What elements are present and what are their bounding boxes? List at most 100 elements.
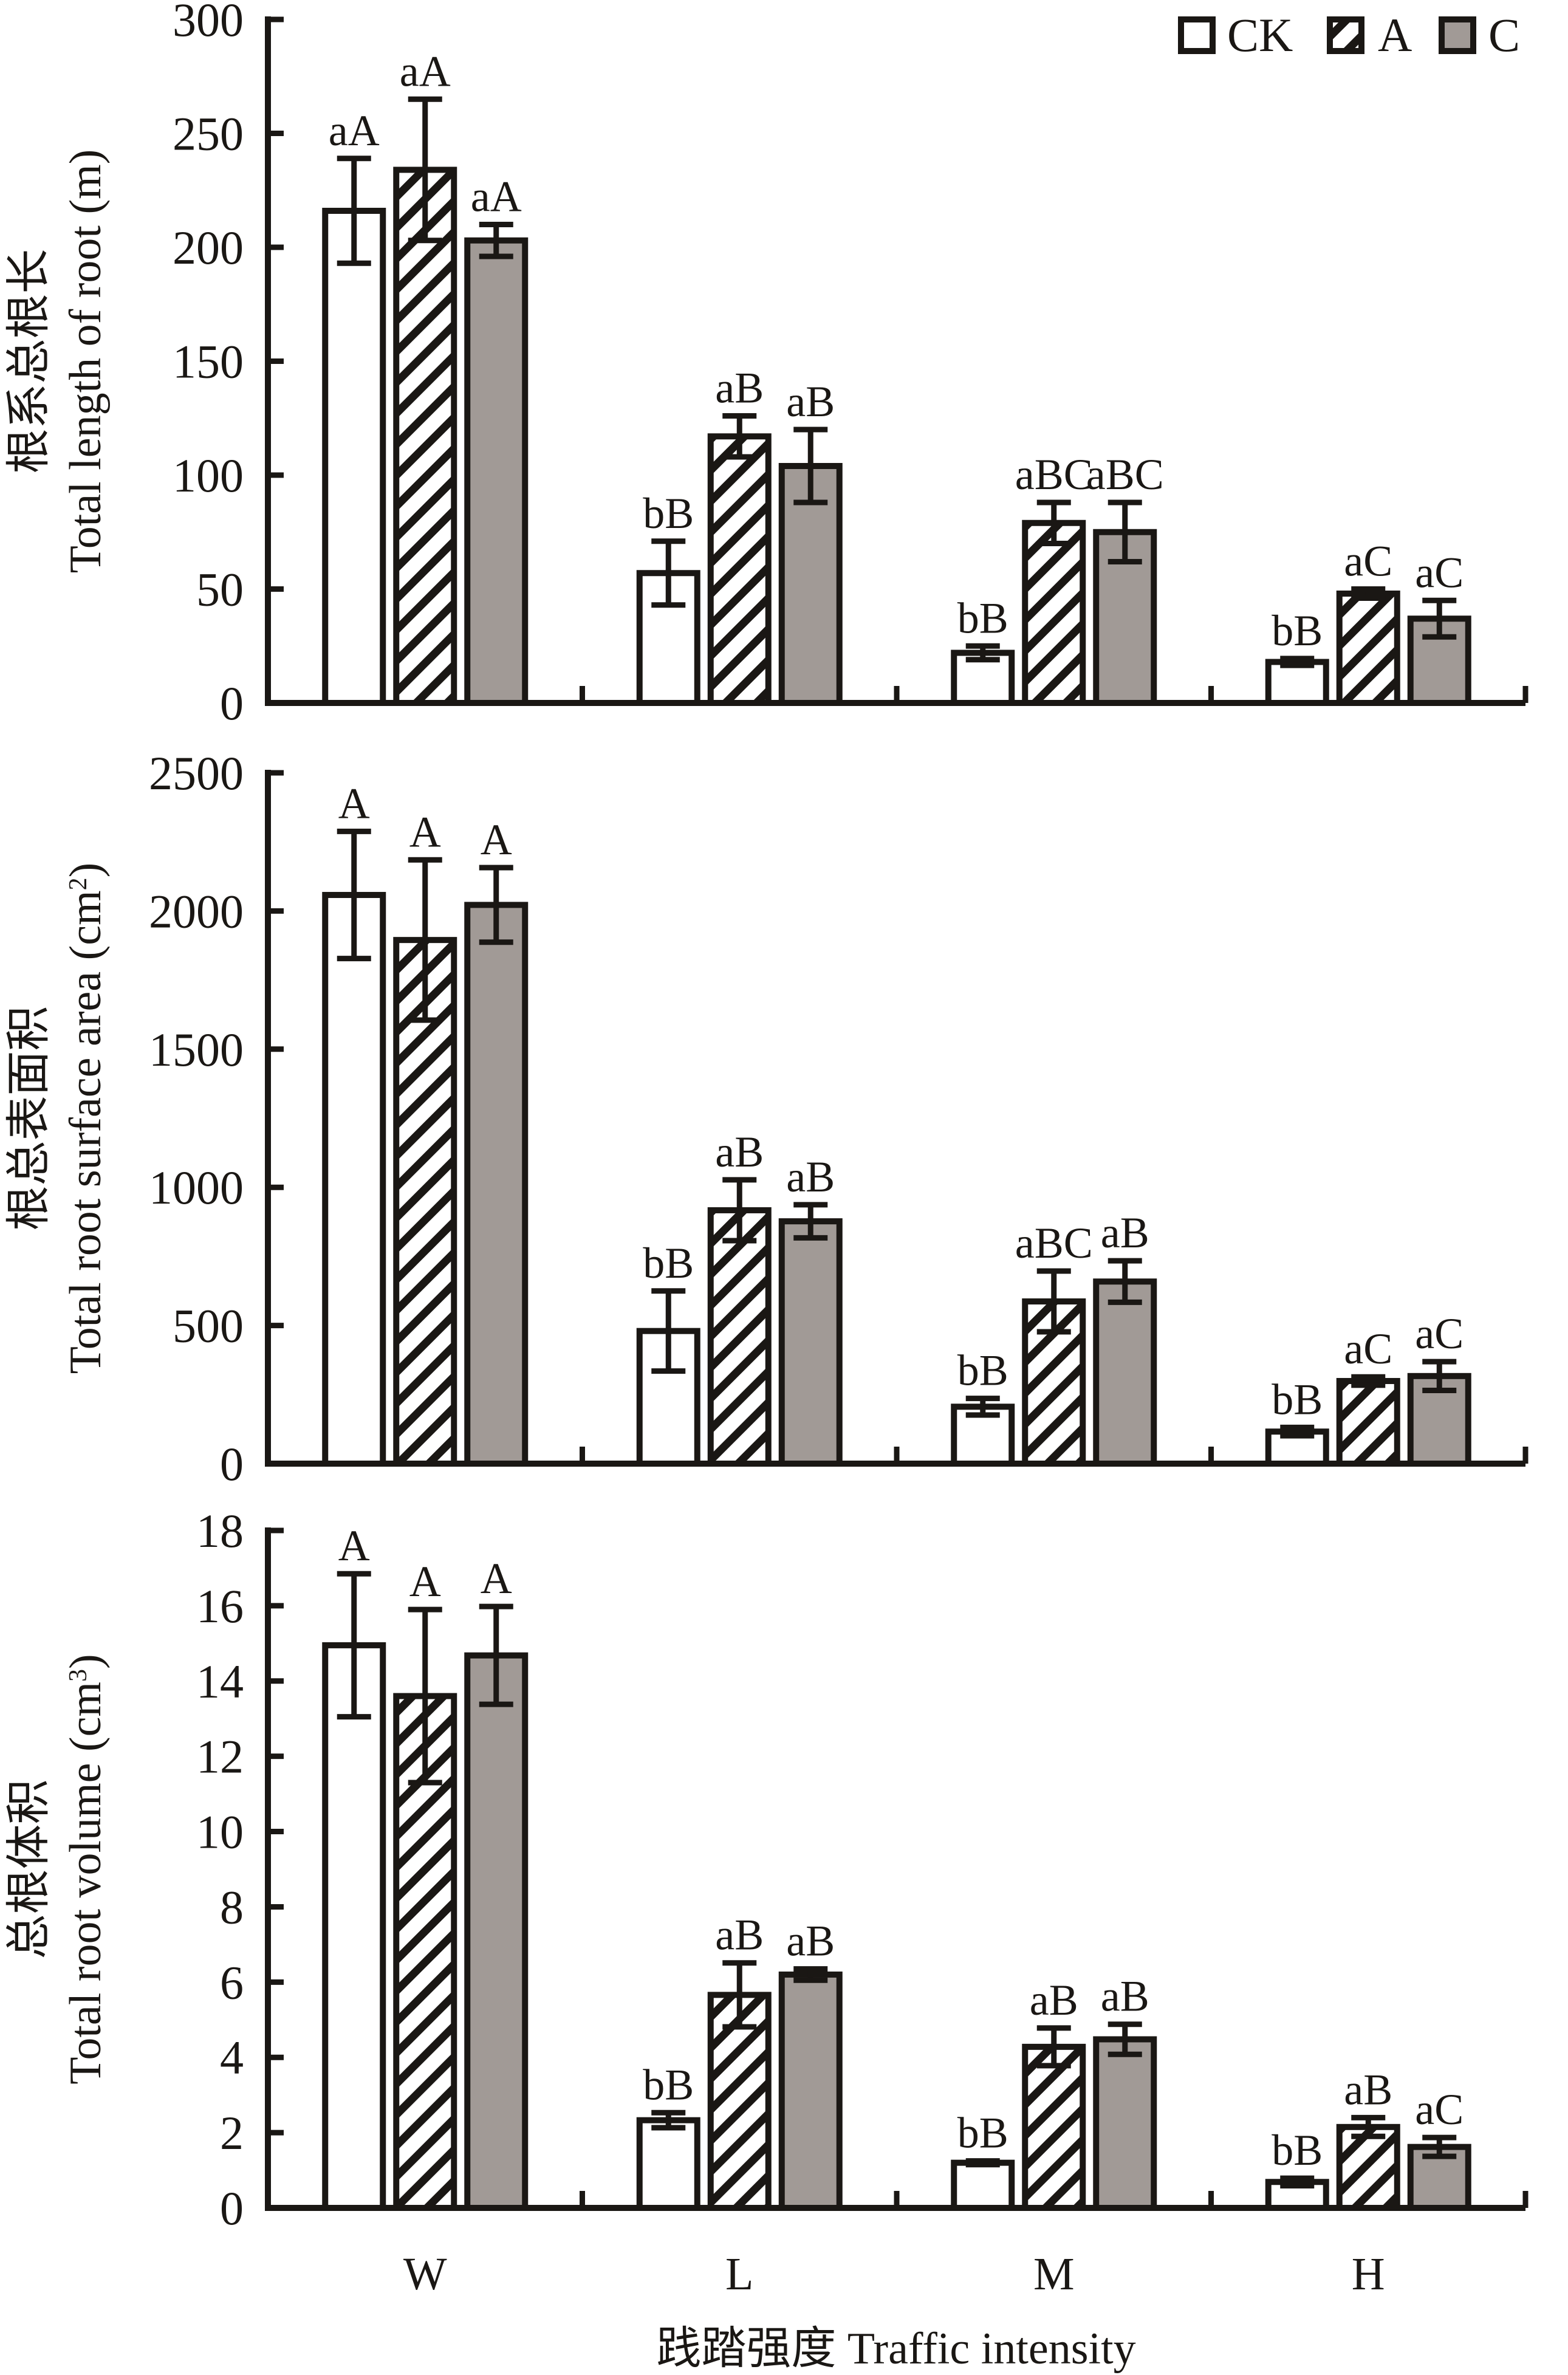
panel-volume: AbB bB bB AaB aB aB AaB aB aC 0 2 4 6 8 10 12 14 16 18 总根体积… — [4, 1504, 1529, 2235]
y-axis-title-close-paren: ) — [61, 1654, 111, 1669]
significance-label: A — [481, 815, 512, 864]
bar-a-H — [1336, 2123, 1400, 2211]
bar-a-M — [1022, 2043, 1086, 2211]
y-tick-label: 1500 — [149, 1023, 244, 1076]
significance-label: aC — [1415, 548, 1464, 597]
bar-ck-M — [951, 2159, 1015, 2212]
significance-label: bB — [1272, 1375, 1323, 1424]
significance-label: aBC — [1086, 450, 1164, 499]
significance-label: A — [409, 1557, 441, 1606]
y-tick-label: 250 — [173, 108, 244, 160]
bar-ck-L — [636, 2117, 700, 2211]
legend-swatch-a — [1327, 16, 1364, 54]
x-category-label: W — [403, 2249, 447, 2300]
significance-label: A — [409, 807, 441, 856]
y-axis-title-close-paren: ) — [61, 863, 111, 878]
bar-a-H — [1336, 591, 1400, 706]
significance-label: A — [338, 1521, 370, 1570]
significance-label: aB — [1030, 1976, 1078, 2024]
y-axis-title-en: Total root volume (cm3) — [61, 1654, 111, 2084]
significance-label: bB — [1272, 2126, 1323, 2175]
y-tick-label: 300 — [173, 0, 244, 46]
significance-label: aB — [786, 377, 835, 426]
y-tick-label: 4 — [220, 2031, 244, 2084]
y-axis-title-superscript: 3 — [64, 1669, 92, 1682]
x-axis-title: 践踏强度 Traffic intensity — [656, 2324, 1135, 2374]
legend-label-a: A — [1378, 9, 1412, 61]
bar-c-L — [778, 1218, 843, 1467]
bar-a-H — [1336, 1378, 1400, 1467]
y-tick-label: 0 — [220, 677, 244, 730]
bar-a-L — [707, 1207, 772, 1467]
y-tick-label: 14 — [196, 1655, 244, 1708]
y-axis-title-superscript: 2 — [64, 877, 92, 890]
y-tick-label: 6 — [220, 1956, 244, 2009]
bar-a-L — [707, 433, 772, 706]
y-tick-label: 0 — [220, 2182, 244, 2235]
bar-ck-W — [322, 1642, 386, 2212]
bar-c-L — [778, 1971, 843, 2211]
bar-ck-W — [322, 208, 386, 706]
significance-label: aB — [715, 1128, 764, 1176]
bar-a-W — [393, 166, 457, 706]
y-axis-title-en: Total root surface area (cm2) — [61, 863, 111, 1374]
significance-label: bB — [643, 489, 694, 538]
y-tick-label: 2000 — [149, 885, 244, 937]
significance-label: A — [338, 779, 370, 828]
significance-label: aB — [1101, 1208, 1149, 1257]
y-tick-label: 16 — [196, 1580, 244, 1633]
bar-c-W — [464, 1652, 529, 2211]
significance-label: aB — [1101, 1972, 1149, 2021]
y-tick-label: 18 — [196, 1504, 244, 1557]
significance-label: aC — [1344, 537, 1392, 586]
legend-swatch-c — [1439, 16, 1476, 54]
significance-label: A — [481, 1554, 512, 1603]
y-tick-label: 0 — [220, 1438, 244, 1490]
significance-label: bB — [1272, 606, 1323, 655]
legend-label-c: C — [1488, 9, 1520, 61]
bar-c-W — [464, 902, 529, 1467]
y-tick-label: 10 — [196, 1806, 244, 1859]
legend-swatch-ck — [1178, 16, 1216, 54]
significance-label: aB — [1344, 2065, 1392, 2114]
significance-label: aB — [786, 1917, 835, 1965]
y-tick-label: 50 — [196, 563, 244, 616]
significance-label: aC — [1415, 2085, 1464, 2134]
bar-a-M — [1022, 519, 1086, 706]
y-tick-label: 2 — [220, 2106, 244, 2159]
significance-label: bB — [643, 1239, 694, 1287]
bar-c-W — [464, 237, 529, 706]
y-tick-label: 150 — [173, 335, 244, 388]
significance-label: bB — [957, 594, 1008, 642]
significance-label: aA — [471, 173, 522, 221]
y-axis-title-cn: 根系总根长 — [4, 249, 54, 474]
bar-c-M — [1093, 1278, 1157, 1467]
significance-label: aBC — [1015, 450, 1093, 499]
y-axis-title-cn: 根总表面积 — [4, 1006, 54, 1231]
x-category-label: H — [1352, 2249, 1385, 2300]
significance-label: aBC — [1015, 1219, 1093, 1267]
bar-ck-H — [1265, 1428, 1329, 1467]
bar-c-L — [778, 463, 843, 706]
legend-label-ck: CK — [1227, 9, 1293, 61]
x-category-label: M — [1033, 2249, 1075, 2300]
x-category-label: L — [725, 2249, 753, 2300]
y-axis-title-en: Total length of root (m) — [61, 149, 111, 574]
bar-c-M — [1093, 2036, 1157, 2211]
significance-label: aB — [715, 1911, 764, 1959]
significance-label: aC — [1344, 1325, 1392, 1373]
y-tick-label: 500 — [173, 1300, 244, 1352]
significance-label: bB — [957, 1346, 1008, 1395]
significance-label: aA — [329, 106, 380, 155]
panel-surface: AbBbBbBAaBaBCaCAaBaBaC050010001500200025… — [4, 747, 1529, 1490]
y-tick-label: 1000 — [149, 1161, 244, 1214]
significance-label: aC — [1415, 1309, 1464, 1358]
y-tick-label: 100 — [173, 449, 244, 502]
bar-ck-W — [322, 892, 386, 1467]
legend: CK A C — [1178, 9, 1520, 61]
y-tick-label: 2500 — [149, 747, 244, 800]
y-tick-label: 12 — [196, 1730, 244, 1783]
